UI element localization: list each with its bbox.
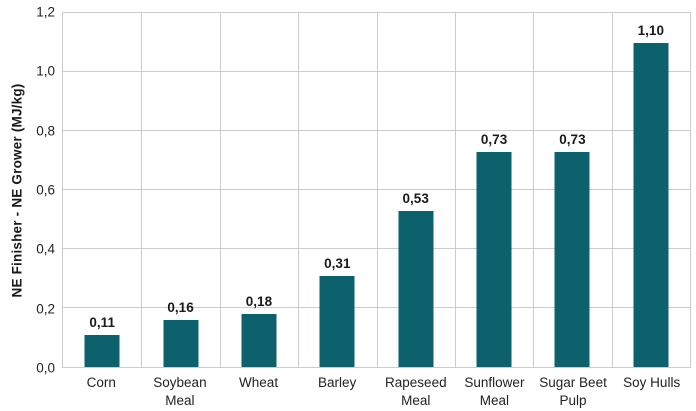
y-tick-label: 1,2 (36, 4, 55, 20)
bar-cell: 1,10 (612, 13, 690, 367)
y-tick-label: 0,0 (36, 360, 55, 376)
x-category-label: Soy Hulls (623, 375, 681, 390)
bar (84, 334, 120, 367)
y-tick-label: 1,0 (36, 63, 55, 79)
plot-area: 0,11 0,16 0,18 0,31 0,53 0,73 0,73 1,10 (62, 12, 691, 368)
bar (633, 42, 669, 367)
bar (163, 319, 199, 367)
bar-cell: 0,31 (298, 13, 376, 367)
bar-value-label: 0,18 (245, 293, 273, 309)
bar (554, 151, 590, 367)
bar-cell: 0,53 (377, 13, 455, 367)
bar-cell: 0,18 (220, 13, 298, 367)
vertical-gridline (533, 13, 535, 367)
x-category-label: Corn (86, 375, 116, 390)
bar-series: 0,11 0,16 0,18 0,31 0,53 0,73 0,73 1,10 (63, 13, 690, 367)
bar (241, 313, 277, 367)
bar-value-label: 0,73 (559, 131, 586, 147)
y-tick-label: 0,8 (36, 123, 55, 139)
bar-cell: 0,11 (63, 13, 141, 367)
vertical-gridline (611, 13, 613, 367)
y-tick-label: 0,6 (36, 182, 55, 198)
vertical-gridline (298, 13, 300, 367)
bar-value-label: 1,10 (637, 22, 664, 38)
bar-cell: 0,16 (141, 13, 219, 367)
vertical-gridline (454, 13, 456, 367)
bar (476, 151, 512, 367)
y-tick-label: 0,4 (36, 241, 55, 257)
bar (319, 275, 355, 367)
y-axis-tick-labels: 0,0 0,2 0,4 0,6 0,8 1,0 1,2 (0, 5, 55, 376)
x-category-label: Soybean Meal (153, 375, 207, 408)
bar-value-label: 0,16 (167, 299, 194, 315)
x-category-label: Sunflower Meal (464, 375, 525, 408)
x-category-label: Wheat (239, 375, 279, 390)
bar-cell: 0,73 (455, 13, 533, 367)
y-tick-label: 0,2 (36, 301, 55, 317)
bar-value-label: 0,31 (324, 255, 351, 271)
bar-value-label: 0,53 (402, 190, 429, 206)
x-category-label: Barley (318, 375, 357, 390)
vertical-gridline (219, 13, 221, 367)
x-category-label: Rapeseed Meal (385, 375, 447, 408)
bar (398, 210, 434, 367)
x-category-label: Sugar Beet Pulp (539, 375, 607, 408)
vertical-gridline (141, 13, 143, 367)
vertical-gridline (376, 13, 378, 367)
bar-cell: 0,73 (533, 13, 611, 367)
bar-value-label: 0,73 (480, 131, 508, 147)
bar-value-label: 0,11 (89, 314, 115, 330)
x-axis-category-labels: Corn Soybean Meal Wheat Barley Rapeseed Meal… (62, 368, 691, 409)
